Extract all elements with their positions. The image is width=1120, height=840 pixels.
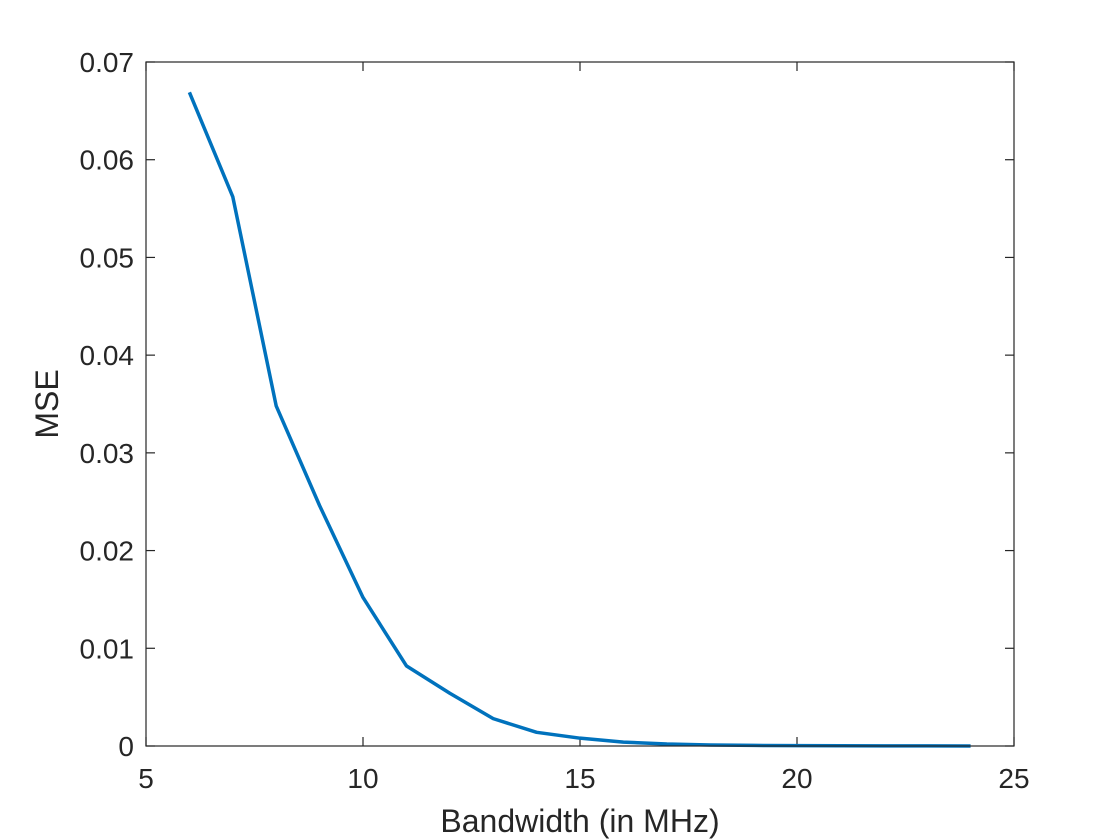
tick-labels: 5 10 15 20 25 0 0.01 0.02 0.03 0.04 0.05 0.06 0.07 [80, 47, 1030, 794]
y-tick-label: 0.03 [80, 438, 135, 469]
axes-box [145, 61, 1015, 747]
plot-area [146, 62, 1014, 746]
y-tick-label: 0 [118, 731, 134, 762]
y-tick-label: 0.04 [80, 340, 135, 371]
y-axis-label: MSE [29, 369, 65, 438]
y-tick-label: 0.05 [80, 242, 135, 273]
y-tick-label: 0.07 [80, 47, 135, 78]
x-axis-label: Bandwidth (in MHz) [440, 803, 719, 839]
x-tick-label: 10 [347, 763, 378, 794]
x-tick-label: 15 [564, 763, 595, 794]
x-tick-label: 5 [138, 763, 154, 794]
y-tick-label: 0.01 [80, 633, 135, 664]
x-tick-label: 20 [781, 763, 812, 794]
x-tick-label: 25 [998, 763, 1029, 794]
y-tick-label: 0.02 [80, 536, 135, 567]
y-tick-label: 0.06 [80, 145, 135, 176]
